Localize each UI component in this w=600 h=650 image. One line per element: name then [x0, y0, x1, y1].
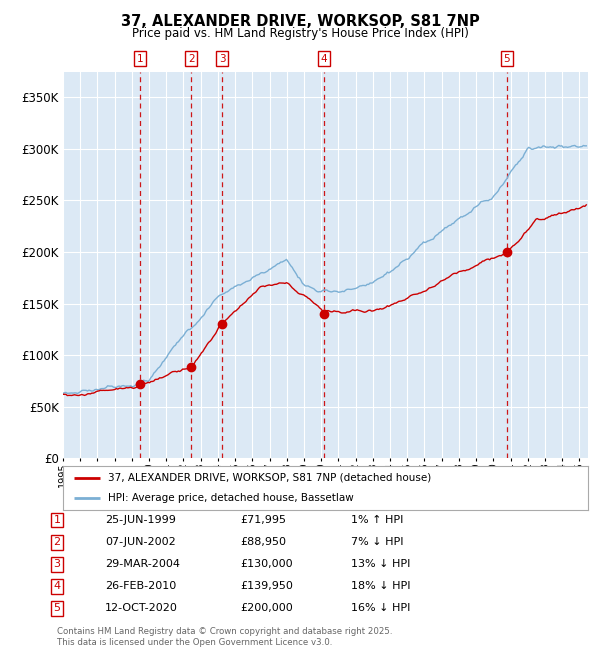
Text: 1: 1	[137, 54, 143, 64]
Text: £139,950: £139,950	[240, 581, 293, 592]
Text: 3: 3	[53, 559, 61, 569]
Text: 4: 4	[53, 581, 61, 592]
Text: Contains HM Land Registry data © Crown copyright and database right 2025.
This d: Contains HM Land Registry data © Crown c…	[57, 627, 392, 647]
Text: 13% ↓ HPI: 13% ↓ HPI	[351, 559, 410, 569]
Text: 25-JUN-1999: 25-JUN-1999	[105, 515, 176, 525]
Text: 37, ALEXANDER DRIVE, WORKSOP, S81 7NP: 37, ALEXANDER DRIVE, WORKSOP, S81 7NP	[121, 14, 479, 29]
Text: 1% ↑ HPI: 1% ↑ HPI	[351, 515, 403, 525]
Text: 4: 4	[320, 54, 327, 64]
Text: 18% ↓ HPI: 18% ↓ HPI	[351, 581, 410, 592]
Text: HPI: Average price, detached house, Bassetlaw: HPI: Average price, detached house, Bass…	[107, 493, 353, 503]
Text: £71,995: £71,995	[240, 515, 286, 525]
Text: £130,000: £130,000	[240, 559, 293, 569]
Text: 26-FEB-2010: 26-FEB-2010	[105, 581, 176, 592]
Text: 1: 1	[53, 515, 61, 525]
Text: £88,950: £88,950	[240, 537, 286, 547]
Text: 5: 5	[53, 603, 61, 614]
Text: 2: 2	[53, 537, 61, 547]
Text: Price paid vs. HM Land Registry's House Price Index (HPI): Price paid vs. HM Land Registry's House …	[131, 27, 469, 40]
Text: 16% ↓ HPI: 16% ↓ HPI	[351, 603, 410, 614]
Text: £200,000: £200,000	[240, 603, 293, 614]
Text: 12-OCT-2020: 12-OCT-2020	[105, 603, 178, 614]
Text: 37, ALEXANDER DRIVE, WORKSOP, S81 7NP (detached house): 37, ALEXANDER DRIVE, WORKSOP, S81 7NP (d…	[107, 473, 431, 483]
Text: 5: 5	[503, 54, 510, 64]
Text: 2: 2	[188, 54, 194, 64]
Text: 29-MAR-2004: 29-MAR-2004	[105, 559, 180, 569]
Text: 7% ↓ HPI: 7% ↓ HPI	[351, 537, 404, 547]
Text: 07-JUN-2002: 07-JUN-2002	[105, 537, 176, 547]
Text: 3: 3	[219, 54, 226, 64]
